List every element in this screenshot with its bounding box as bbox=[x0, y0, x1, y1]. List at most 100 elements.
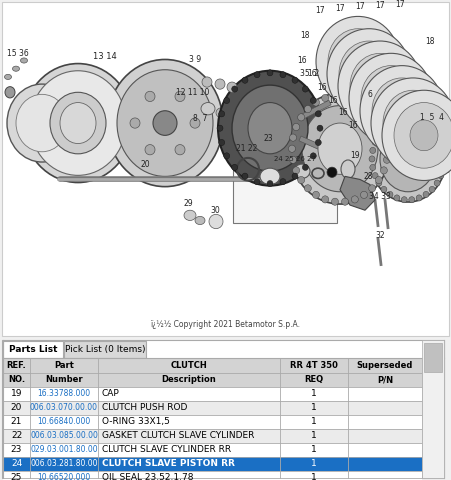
Circle shape bbox=[289, 145, 295, 152]
Circle shape bbox=[190, 118, 200, 128]
Polygon shape bbox=[340, 176, 375, 210]
Circle shape bbox=[302, 164, 308, 170]
Bar bbox=[3, 372, 422, 386]
Circle shape bbox=[298, 114, 305, 121]
Circle shape bbox=[360, 192, 368, 198]
Circle shape bbox=[387, 192, 393, 198]
Text: NO.: NO. bbox=[8, 375, 25, 384]
Circle shape bbox=[219, 111, 225, 117]
Ellipse shape bbox=[372, 78, 432, 144]
Circle shape bbox=[145, 144, 155, 155]
Ellipse shape bbox=[23, 63, 133, 182]
Text: 20: 20 bbox=[11, 403, 22, 412]
Ellipse shape bbox=[195, 216, 205, 225]
Circle shape bbox=[217, 125, 223, 131]
Text: 17: 17 bbox=[335, 4, 345, 12]
Circle shape bbox=[242, 77, 248, 84]
Ellipse shape bbox=[316, 16, 400, 107]
Circle shape bbox=[381, 186, 387, 192]
Text: 28: 28 bbox=[363, 172, 373, 181]
Text: 16: 16 bbox=[348, 120, 358, 130]
Circle shape bbox=[292, 77, 298, 84]
Circle shape bbox=[302, 86, 308, 92]
Ellipse shape bbox=[328, 29, 388, 95]
Circle shape bbox=[331, 198, 339, 205]
Circle shape bbox=[370, 147, 376, 154]
Circle shape bbox=[381, 125, 387, 132]
Text: 8  7: 8 7 bbox=[193, 114, 207, 123]
Circle shape bbox=[351, 95, 359, 102]
Text: CLUTCH PUSH ROD: CLUTCH PUSH ROD bbox=[102, 403, 187, 412]
Circle shape bbox=[292, 173, 298, 179]
Circle shape bbox=[267, 180, 273, 187]
Circle shape bbox=[434, 132, 440, 138]
Circle shape bbox=[224, 153, 230, 159]
Circle shape bbox=[130, 118, 140, 128]
Text: 34 33: 34 33 bbox=[369, 192, 391, 202]
Circle shape bbox=[360, 99, 368, 106]
Circle shape bbox=[383, 134, 391, 141]
Circle shape bbox=[438, 139, 444, 145]
Text: 16: 16 bbox=[297, 56, 307, 65]
Circle shape bbox=[313, 99, 319, 106]
Text: Part: Part bbox=[54, 361, 74, 370]
Circle shape bbox=[145, 91, 155, 102]
Circle shape bbox=[254, 72, 260, 78]
Text: P/N: P/N bbox=[377, 375, 393, 384]
Text: 17: 17 bbox=[375, 0, 385, 10]
Circle shape bbox=[372, 139, 378, 145]
Text: 6: 6 bbox=[368, 90, 373, 99]
Ellipse shape bbox=[260, 168, 280, 185]
Text: Superseded: Superseded bbox=[357, 361, 413, 370]
Ellipse shape bbox=[382, 90, 451, 180]
Ellipse shape bbox=[371, 78, 451, 168]
Circle shape bbox=[341, 92, 349, 99]
Circle shape bbox=[310, 153, 316, 159]
Ellipse shape bbox=[361, 66, 421, 131]
Ellipse shape bbox=[201, 103, 215, 115]
Circle shape bbox=[409, 197, 415, 203]
Bar bbox=[3, 386, 422, 401]
Text: 19: 19 bbox=[11, 389, 22, 398]
Ellipse shape bbox=[20, 58, 28, 63]
Ellipse shape bbox=[355, 59, 383, 89]
Circle shape bbox=[434, 180, 440, 186]
Text: 006.03.085.00.00: 006.03.085.00.00 bbox=[30, 432, 98, 440]
Text: ï¿½½ Copyright 2021 Betamotor S.p.A.: ï¿½½ Copyright 2021 Betamotor S.p.A. bbox=[150, 320, 300, 328]
Text: 21 22: 21 22 bbox=[236, 144, 258, 153]
Text: 16.33788.000: 16.33788.000 bbox=[37, 389, 91, 398]
Ellipse shape bbox=[50, 92, 106, 154]
Text: 006.03.070.00.00: 006.03.070.00.00 bbox=[30, 403, 98, 412]
FancyArrow shape bbox=[299, 136, 329, 153]
Text: 17: 17 bbox=[355, 1, 365, 11]
Circle shape bbox=[175, 91, 185, 102]
Circle shape bbox=[290, 156, 297, 163]
Circle shape bbox=[440, 147, 446, 154]
Circle shape bbox=[224, 97, 230, 104]
Circle shape bbox=[385, 145, 391, 152]
Ellipse shape bbox=[394, 103, 451, 168]
Circle shape bbox=[416, 195, 422, 201]
Circle shape bbox=[254, 179, 260, 185]
Text: 1: 1 bbox=[311, 445, 317, 455]
Circle shape bbox=[209, 214, 223, 228]
Circle shape bbox=[232, 86, 238, 92]
Bar bbox=[424, 343, 442, 372]
Text: REF.: REF. bbox=[7, 361, 26, 370]
Circle shape bbox=[341, 198, 349, 205]
Text: 029.03.001.80.00: 029.03.001.80.00 bbox=[30, 445, 98, 455]
Ellipse shape bbox=[218, 71, 322, 186]
Text: 20: 20 bbox=[140, 159, 150, 168]
Circle shape bbox=[376, 132, 382, 138]
Circle shape bbox=[380, 123, 387, 131]
Circle shape bbox=[376, 180, 382, 186]
Circle shape bbox=[304, 185, 311, 192]
Text: 24 25 26 27: 24 25 26 27 bbox=[274, 156, 316, 162]
Text: 1: 1 bbox=[311, 473, 317, 480]
Text: GASKET CLUTCH SLAVE CYLINDER: GASKET CLUTCH SLAVE CYLINDER bbox=[102, 432, 254, 440]
Circle shape bbox=[315, 139, 321, 145]
Ellipse shape bbox=[399, 108, 427, 138]
Circle shape bbox=[322, 95, 329, 102]
Circle shape bbox=[441, 156, 447, 162]
Ellipse shape bbox=[398, 148, 418, 170]
